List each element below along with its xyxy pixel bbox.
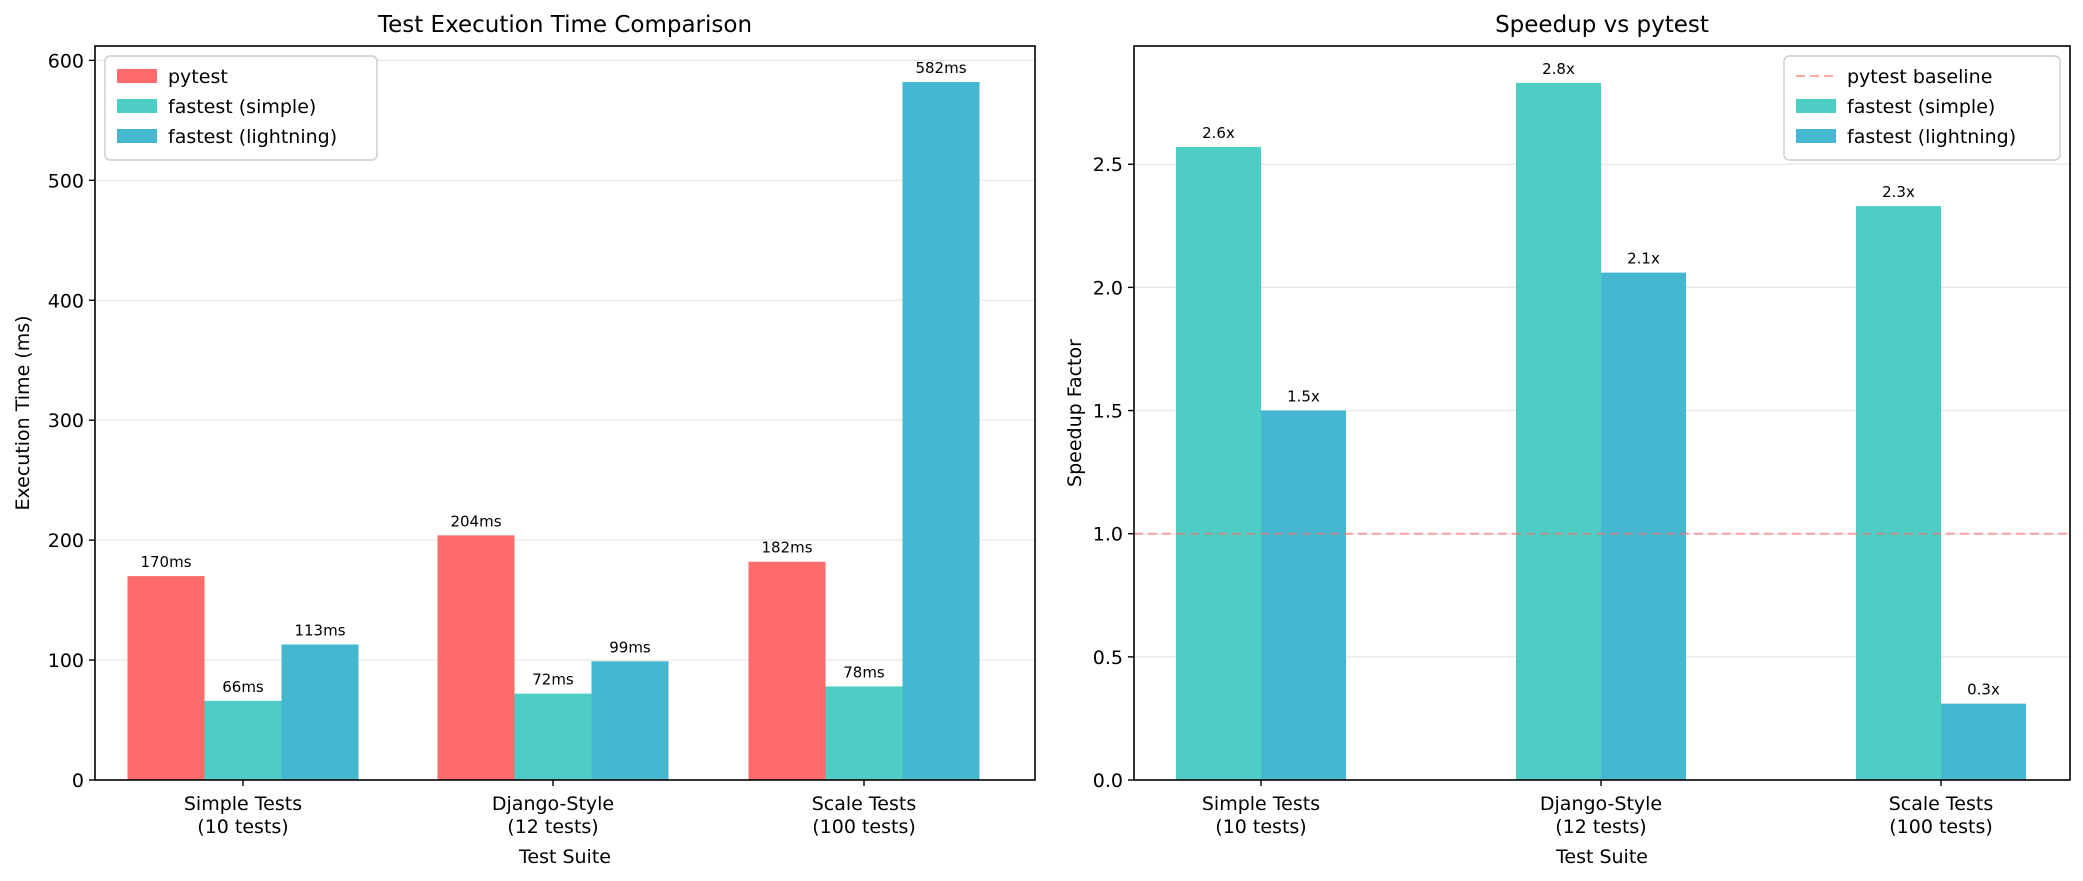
y-axis-label: Speedup Factor: [1064, 339, 1086, 487]
x-tick-sublabel: (10 tests): [197, 816, 288, 838]
legend-label: fastest (lightning): [1847, 126, 2016, 148]
bar-fastest-lightning-: [1941, 703, 2026, 780]
x-axis-label: Test Suite: [518, 846, 611, 868]
data-label: 2.8x: [1542, 60, 1575, 78]
x-axis-label: Test Suite: [1555, 846, 1648, 868]
bar-pytest: [748, 561, 826, 780]
data-label: 204ms: [450, 512, 501, 530]
bar-fastest-lightning-: [1601, 272, 1686, 780]
data-label: 66ms: [222, 678, 264, 696]
legend-label: pytest baseline: [1847, 66, 1992, 88]
axes-frame: [94, 45, 1036, 781]
data-label: 113ms: [294, 621, 345, 639]
y-tick-label: 100: [48, 650, 84, 672]
legend-label: fastest (simple): [1847, 96, 1995, 118]
x-tick-sublabel: (12 tests): [1555, 816, 1646, 838]
bar-fastest-lightning-: [902, 81, 980, 780]
data-label: 582ms: [915, 59, 966, 77]
data-label: 72ms: [532, 671, 574, 689]
speedup-chart: 2.6x 2.8x 2.3x 1.5x 2.1x 0.3x 0.0 0.5 1.0 1.5 2.0 2…: [1064, 12, 2071, 868]
y-tick-label: 200: [48, 530, 84, 552]
x-tick-sublabel: (10 tests): [1215, 816, 1306, 838]
y-tick-label: 2.5: [1093, 154, 1123, 176]
legend-box: [1783, 55, 2061, 161]
legend-swatch: [1796, 129, 1836, 143]
execution-time-chart: 170ms 204ms 182ms 66ms 72ms 78ms 113ms 99ms 582m…: [12, 12, 1036, 868]
x-tick-label: Scale Tests: [812, 793, 916, 815]
chart-title: Test Execution Time Comparison: [377, 12, 752, 38]
data-label: 2.6x: [1202, 124, 1235, 142]
x-tick-label: Simple Tests: [1202, 793, 1320, 815]
x-tick-sublabel: (100 tests): [812, 816, 916, 838]
legend-box: [104, 55, 378, 161]
x-tick-sublabel: (100 tests): [1889, 816, 1993, 838]
bar-fastest-lightning-: [281, 644, 359, 780]
bar-fastest-simple-: [1516, 82, 1601, 781]
y-tick-label: 400: [48, 290, 84, 312]
legend-swatch: [117, 69, 157, 83]
x-tick-label: Simple Tests: [184, 793, 302, 815]
y-tick-label: 1.0: [1093, 524, 1123, 546]
legend-label: fastest (simple): [168, 96, 316, 118]
data-label: 1.5x: [1287, 388, 1320, 406]
data-label: 78ms: [843, 663, 885, 681]
x-tick-sublabel: (12 tests): [507, 816, 598, 838]
y-tick-label: 0: [72, 770, 84, 792]
y-tick-label: 600: [48, 50, 84, 72]
data-label: 2.3x: [1882, 183, 1915, 201]
bar-fastest-lightning-: [1261, 410, 1346, 780]
bar-fastest-simple-: [204, 700, 282, 780]
y-axis-label: Execution Time (ms): [12, 315, 34, 510]
bar-pytest: [437, 535, 515, 780]
legend-label: pytest: [168, 66, 228, 88]
bar-fastest-simple-: [1856, 206, 1941, 780]
chart-title: Speedup vs pytest: [1495, 12, 1709, 38]
data-label: 99ms: [609, 638, 651, 656]
data-label: 0.3x: [1967, 681, 2000, 699]
legend-swatch: [1796, 99, 1836, 113]
data-label: 2.1x: [1627, 250, 1660, 268]
legend-swatch: [117, 99, 157, 113]
legend-label: fastest (lightning): [168, 126, 337, 148]
y-tick-label: 2.0: [1093, 277, 1123, 299]
legend-swatch: [117, 129, 157, 143]
legend: pytest fastest (simple) fastest (lightning…: [104, 55, 378, 161]
x-tick-label: Scale Tests: [1889, 793, 1993, 815]
bar-fastest-simple-: [1176, 146, 1261, 780]
data-label: 170ms: [140, 553, 191, 571]
bar-fastest-lightning-: [591, 661, 669, 780]
y-tick-label: 0.5: [1093, 647, 1123, 669]
bar-fastest-simple-: [825, 686, 903, 780]
data-label: 182ms: [761, 539, 812, 557]
x-tick-label: Django-Style: [492, 793, 614, 815]
y-tick-label: 300: [48, 410, 84, 432]
x-tick-label: Django-Style: [1540, 793, 1662, 815]
bar-pytest: [127, 576, 205, 780]
bar-fastest-simple-: [514, 693, 592, 780]
y-tick-label: 0.0: [1093, 770, 1123, 792]
y-tick-label: 1.5: [1093, 401, 1123, 423]
legend: pytest baseline fastest (simple) fastest (…: [1783, 55, 2061, 161]
y-tick-label: 500: [48, 170, 84, 192]
axes-frame: [1133, 45, 2071, 781]
